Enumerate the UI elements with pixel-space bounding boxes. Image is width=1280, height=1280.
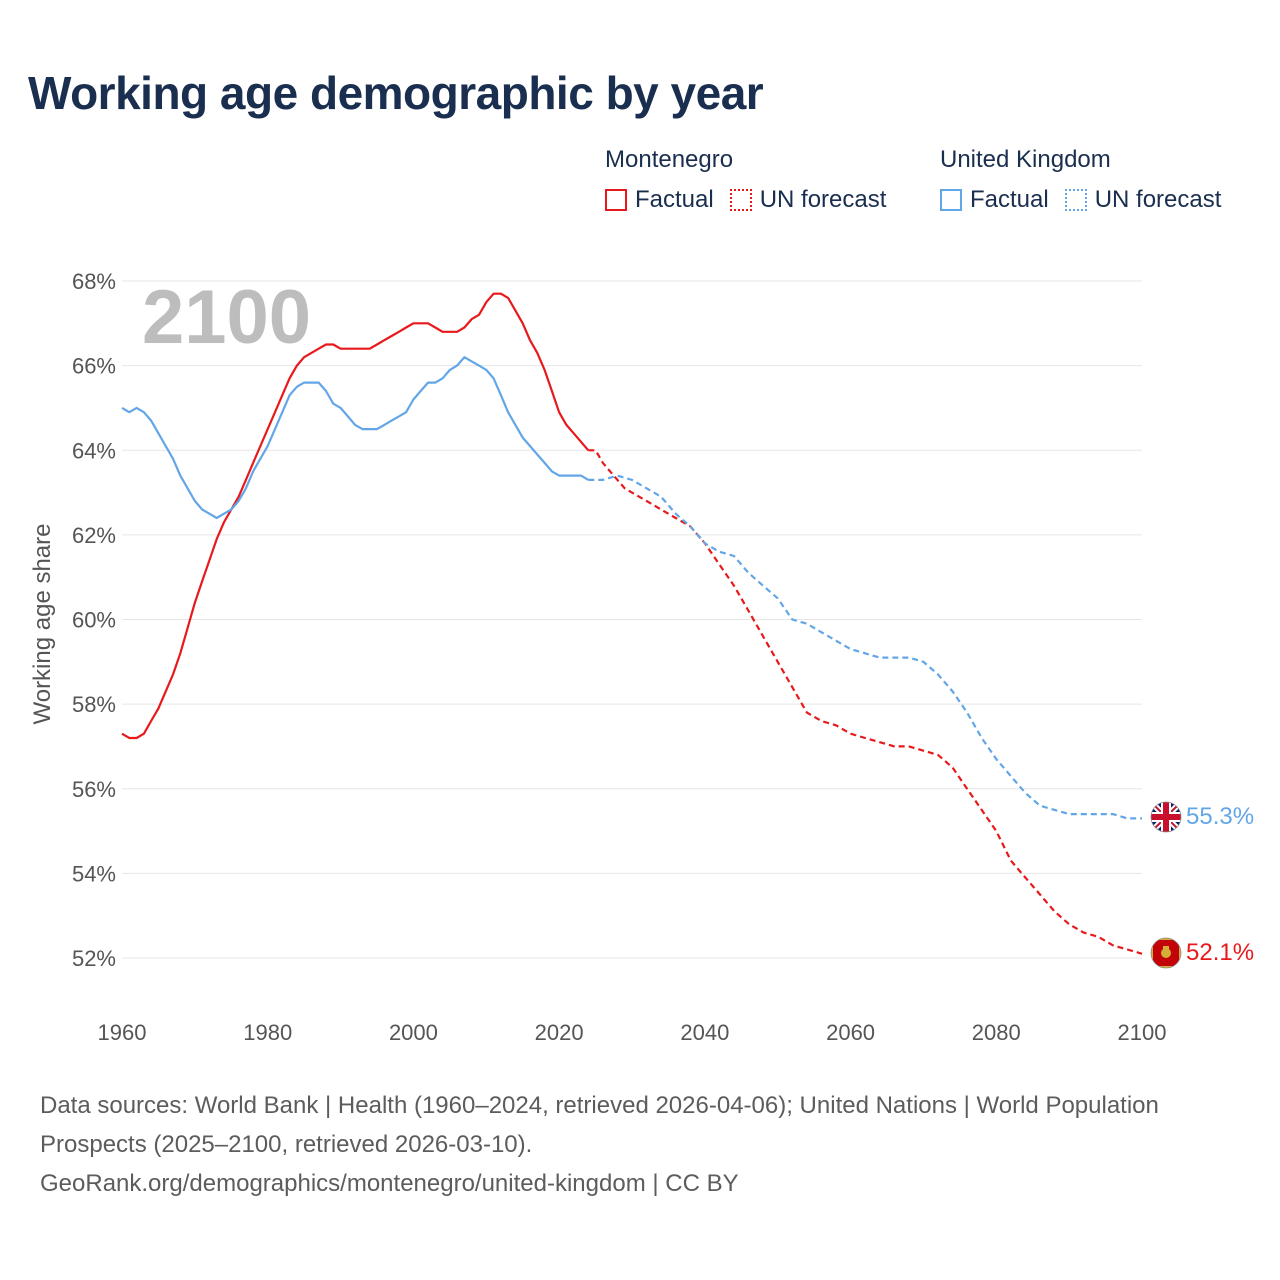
legend-item-montenegro-factual[interactable]: Factual [605, 186, 714, 214]
x-tick-label: 2060 [826, 1020, 875, 1045]
dotted-swatch-icon [1064, 189, 1087, 211]
y-tick-label: 52% [72, 946, 116, 971]
y-tick-label: 68% [72, 269, 116, 294]
x-tick-label: 2020 [535, 1020, 584, 1045]
x-tick-label: 1980 [243, 1020, 292, 1045]
attribution-text: GeoRank.org/demographics/montenegro/unit… [40, 1170, 739, 1197]
y-tick-label: 62% [72, 523, 116, 548]
end-label-united-kingdom: 55.3% [1186, 803, 1254, 830]
legend-country-label: United Kingdom [940, 146, 1111, 173]
legend-united-kingdom: United Kingdom Factual UN forecast [940, 144, 1221, 214]
dotted-swatch-icon [729, 189, 752, 211]
legend-item-montenegro-forecast[interactable]: UN forecast [729, 186, 887, 214]
y-tick-label: 54% [72, 861, 116, 886]
y-tick-label: 66% [72, 354, 116, 379]
legend-item-label: UN forecast [759, 186, 887, 213]
solid-swatch-icon [605, 189, 627, 211]
legend-item-united-kingdom-factual[interactable]: Factual [940, 186, 1049, 214]
legend-country-label: Montenegro [605, 146, 734, 173]
series-line-united-kingdom-forecast[interactable] [588, 474, 1142, 820]
united-kingdom-flag-icon [1150, 801, 1182, 833]
y-tick-label: 60% [72, 608, 116, 633]
y-tick-label: 64% [72, 438, 116, 463]
legend-item-label: Factual [970, 186, 1049, 213]
data-sources-text: Data sources: World Bank | Health (1960–… [40, 1092, 1159, 1158]
line-chart: 2100 Working age share 52% 54% 56% 58% 60% 62… [29, 269, 1254, 1045]
legend-item-united-kingdom-forecast[interactable]: UN forecast [1064, 186, 1222, 214]
series-line-montenegro-forecast[interactable] [588, 449, 1143, 955]
montenegro-flag-icon [1150, 937, 1182, 969]
x-tick-label: 2100 [1118, 1020, 1167, 1045]
series-line-montenegro-factual[interactable] [121, 292, 590, 740]
solid-swatch-icon [940, 189, 962, 211]
x-tick-label: 1960 [98, 1020, 147, 1045]
footer: Data sources: World Bank | Health (1960–… [40, 1086, 1240, 1203]
y-tick-label: 56% [72, 777, 116, 802]
y-tick-label: 58% [72, 692, 116, 717]
legend-item-label: UN forecast [1094, 186, 1222, 213]
x-tick-label: 2080 [972, 1020, 1021, 1045]
series-line-united-kingdom-factual[interactable] [121, 356, 589, 520]
legend-montenegro: Montenegro Factual UN forecast [605, 144, 886, 214]
end-label-montenegro: 52.1% [1186, 939, 1254, 966]
year-watermark: 2100 [142, 275, 311, 360]
x-tick-label: 2000 [389, 1020, 438, 1045]
chart-title: Working age demographic by year [28, 67, 764, 119]
x-tick-label: 2040 [680, 1020, 729, 1045]
y-axis-title: Working age share [29, 524, 56, 725]
legend-item-label: Factual [635, 186, 714, 213]
